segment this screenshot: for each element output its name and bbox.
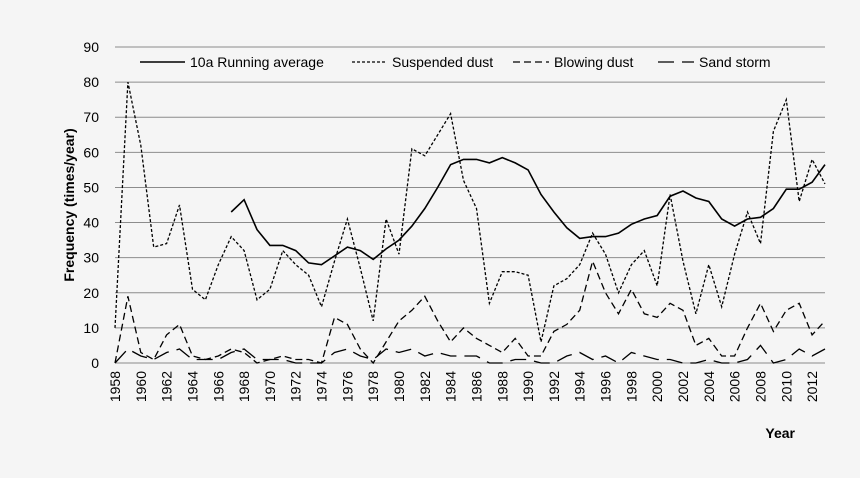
x-tick-label: 1974 [314,371,330,402]
x-tick-label: 1968 [236,371,252,402]
x-tick-label: 1992 [546,371,562,402]
y-tick-label: 0 [91,355,99,371]
legend-label-running-average: 10a Running average [190,54,324,70]
x-tick-label: 2010 [778,371,794,402]
x-tick-label: 1970 [262,371,278,402]
x-tick-label: 1962 [159,371,175,402]
x-tick-label: 1978 [365,371,381,402]
y-tick-label: 10 [83,320,99,336]
x-tick-label: 1998 [623,371,639,402]
x-tick-label: 1960 [133,371,149,402]
x-tick-label: 1980 [391,371,407,402]
x-tick-label: 2002 [675,371,691,402]
x-tick-label: 2004 [701,371,717,402]
x-tick-label: 1958 [107,371,123,402]
series-line-3 [114,344,826,364]
x-tick-labels: 1958 1960 1962 1964 1966 1968 1970 1972 1974 1976… [107,371,820,402]
y-tick-label: 30 [83,250,99,266]
series-line-0 [230,156,826,266]
legend: 10a Running average Suspended dust Blowi… [140,54,771,70]
series-line-2 [114,259,826,365]
y-tick-label: 80 [83,74,99,90]
x-tick-label: 1994 [572,371,588,402]
x-tick-label: 1986 [468,371,484,402]
y-tick-labels: 0 10 20 30 40 50 60 70 80 90 [83,39,99,371]
y-axis-title: Frequency (times/year) [61,128,77,281]
legend-label-sand-storm: Sand storm [699,54,771,70]
y-tick-label: 70 [83,109,99,125]
x-tick-label: 2008 [752,371,768,402]
series-lines [114,81,826,365]
y-tick-label: 20 [83,285,99,301]
x-tick-label: 1972 [288,371,304,402]
x-tick-label: 2006 [727,371,743,402]
x-tick-label: 1990 [520,371,536,402]
series-line-1 [114,81,826,343]
x-tick-label: 1964 [184,371,200,402]
grid-lines [115,46,825,329]
x-tick-label: 1988 [494,371,510,402]
y-tick-label: 40 [83,215,99,231]
x-tick-label: 1984 [443,371,459,402]
x-tick-label: 1976 [339,371,355,402]
x-tick-label: 1966 [210,371,226,402]
y-tick-label: 60 [83,144,99,160]
legend-label-blowing-dust: Blowing dust [554,54,633,70]
x-axis-title: Year [765,425,795,441]
x-tick-label: 2012 [804,371,820,402]
x-tick-label: 1996 [598,371,614,402]
y-tick-label: 90 [83,39,99,55]
x-tick-label: 1982 [417,371,433,402]
legend-label-suspended-dust: Suspended dust [392,54,493,70]
x-tick-label: 2000 [649,371,665,402]
y-tick-label: 50 [83,179,99,195]
